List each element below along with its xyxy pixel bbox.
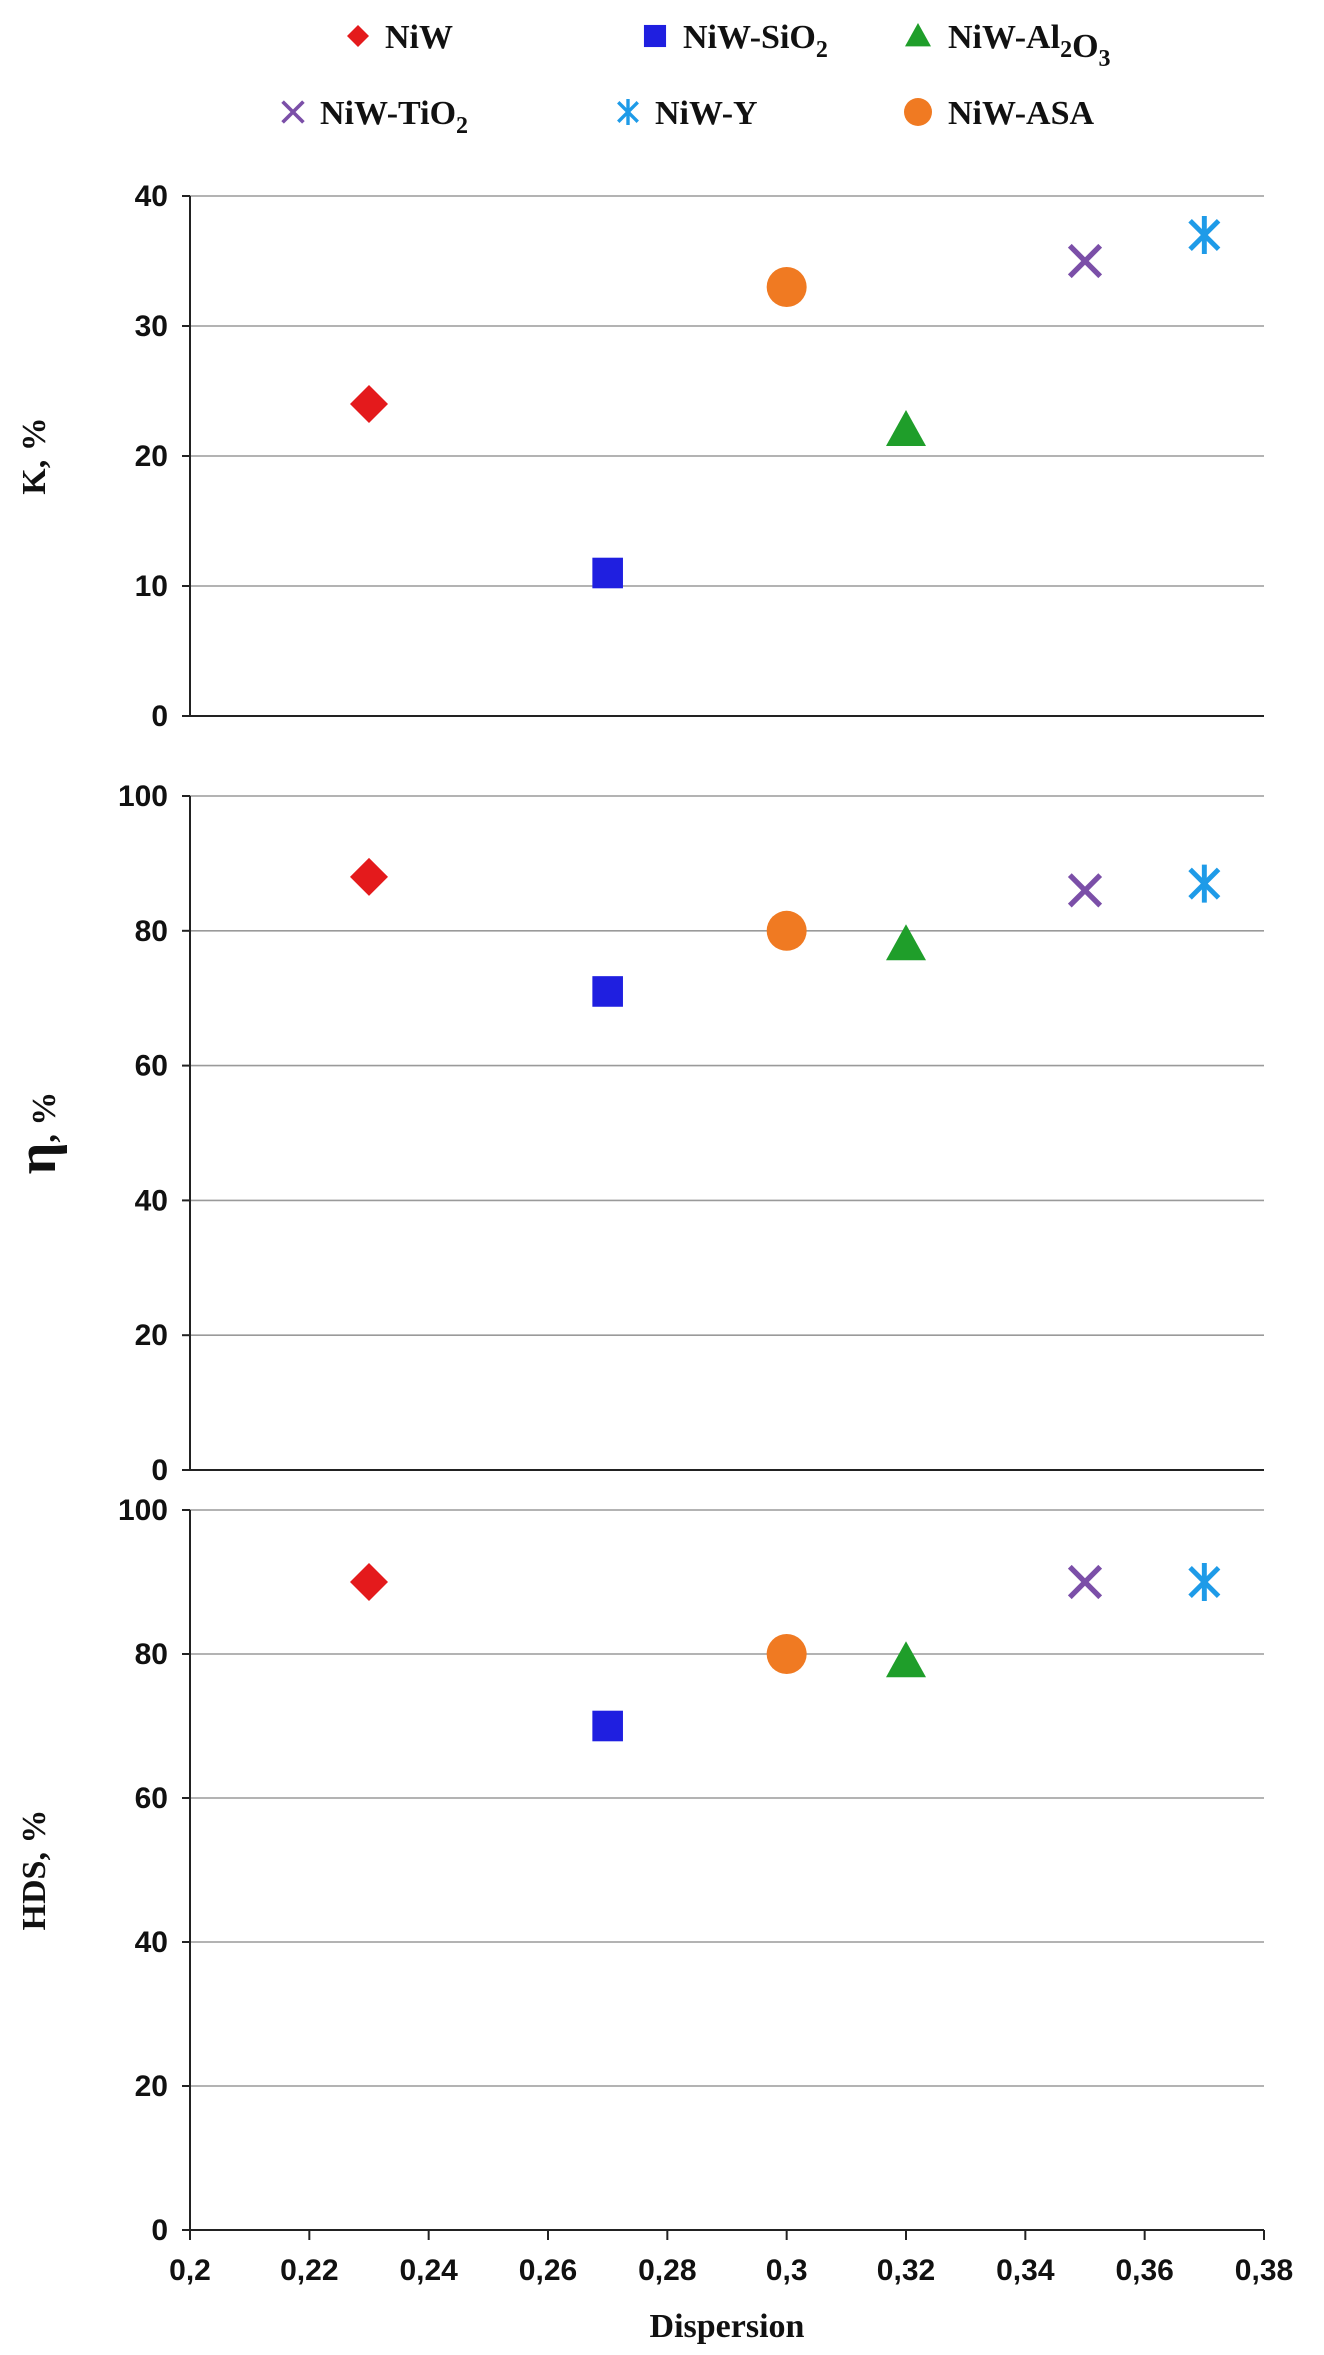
legend: NiW NiW-SiO2 NiW-Al2O3 NiW-TiO2 NiW-Y NiW-ASA [281,19,1111,139]
y-tick-label: 60 [135,1782,168,1815]
x-tick-label: 0,22 [280,2254,338,2287]
y-tick-label: 100 [118,1494,168,1527]
panel-2: 0 20 40 60 80 100 η, % [6,780,1264,1487]
point-niw-tio2 [1067,873,1103,908]
y-tick-label: 0 [151,1454,168,1487]
point-niw-asa [766,267,807,307]
point-niw [350,1563,388,1601]
point-niw-sio2 [592,1710,623,1742]
legend-label-niw-sio2: NiW-SiO2 [683,19,828,63]
y-tick-label: 80 [135,915,168,948]
y-tick-label: 0 [151,2214,168,2247]
y-tick-label: 20 [135,440,168,473]
y-tick-label: 0 [151,700,168,733]
point-niw-y [1188,216,1221,254]
y-tick-label: 40 [135,180,168,213]
legend-label-niw-asa: NiW-ASA [948,95,1095,132]
x-tick-label: 0,28 [638,2254,696,2287]
y-tick-label: 100 [118,780,168,813]
legend-label-niw-tio2: NiW-TiO2 [320,95,468,139]
point-niw-sio2 [592,557,623,589]
chart-panels: 0 10 20 30 40 K, % 0 20 40 60 80 100 η, % 0 20 40 60 80 10… [6,180,1264,2247]
y-tick-label: 60 [135,1050,168,1083]
legend-label-niw: NiW [385,19,453,56]
legend-marker-niw-y [617,99,639,125]
legend-marker-niw-al2o3 [905,23,931,47]
point-niw-al2o3 [886,1641,926,1678]
legend-label-niw-y: NiW-Y [655,95,758,132]
y-tick-label: 80 [135,1638,168,1671]
panel-1: 0 10 20 30 40 K, % [16,180,1264,733]
legend-item-niw-asa: NiW-ASA [904,95,1095,132]
point-niw-tio2 [1067,243,1103,279]
point-niw-y [1188,864,1221,903]
legend-item-niw-al2o3: NiW-Al2O3 [905,19,1111,72]
legend-item-niw-sio2: NiW-SiO2 [643,19,828,63]
point-niw-al2o3 [886,924,926,961]
x-tick-label: 0,38 [1235,2254,1293,2287]
y-tick-label: 30 [135,310,168,343]
legend-marker-niw-asa [904,98,932,126]
y-tick-label: 20 [135,2070,168,2103]
point-niw-tio2 [1067,1564,1103,1600]
x-tick-label: 0,34 [996,2254,1055,2287]
point-niw-asa [766,1634,807,1674]
point-niw-sio2 [592,976,623,1007]
x-tick-label: 0,24 [399,2254,458,2287]
point-niw-al2o3 [886,410,926,446]
point-niw-asa [766,910,807,951]
x-tick-label: 0,36 [1115,2254,1173,2287]
legend-marker-niw-tio2 [281,100,305,124]
y-tick-label: 40 [135,1184,168,1217]
x-tick-label: 0,3 [766,2254,808,2287]
y-tick-label: 40 [135,1926,168,1959]
panel-3: 0 20 40 60 80 100 HDS, % [16,1494,1264,2247]
y-axis-label: K, % [16,417,53,494]
x-axis: 0,2 0,22 0,24 0,26 0,28 0,3 0,32 0,34 0,36 0,38 [169,2230,1293,2287]
legend-item-niw: NiW [347,19,453,56]
x-axis-label: Dispersion [650,2308,805,2345]
legend-item-niw-y: NiW-Y [617,95,758,132]
point-niw [350,857,388,896]
legend-item-niw-tio2: NiW-TiO2 [281,95,468,139]
legend-marker-niw [347,25,369,47]
y-axis-label: η, % [6,1092,68,1175]
x-tick-label: 0,32 [877,2254,935,2287]
y-axis-label: HDS, % [16,1810,53,1931]
y-tick-label: 10 [135,570,168,603]
x-tick-label: 0,2 [169,2254,211,2287]
legend-label-niw-al2o3: NiW-Al2O3 [948,19,1111,72]
legend-marker-niw-sio2 [643,24,667,48]
point-niw-y [1188,1563,1221,1601]
y-tick-label: 20 [135,1319,168,1352]
point-niw [350,385,388,423]
x-tick-label: 0,26 [519,2254,577,2287]
